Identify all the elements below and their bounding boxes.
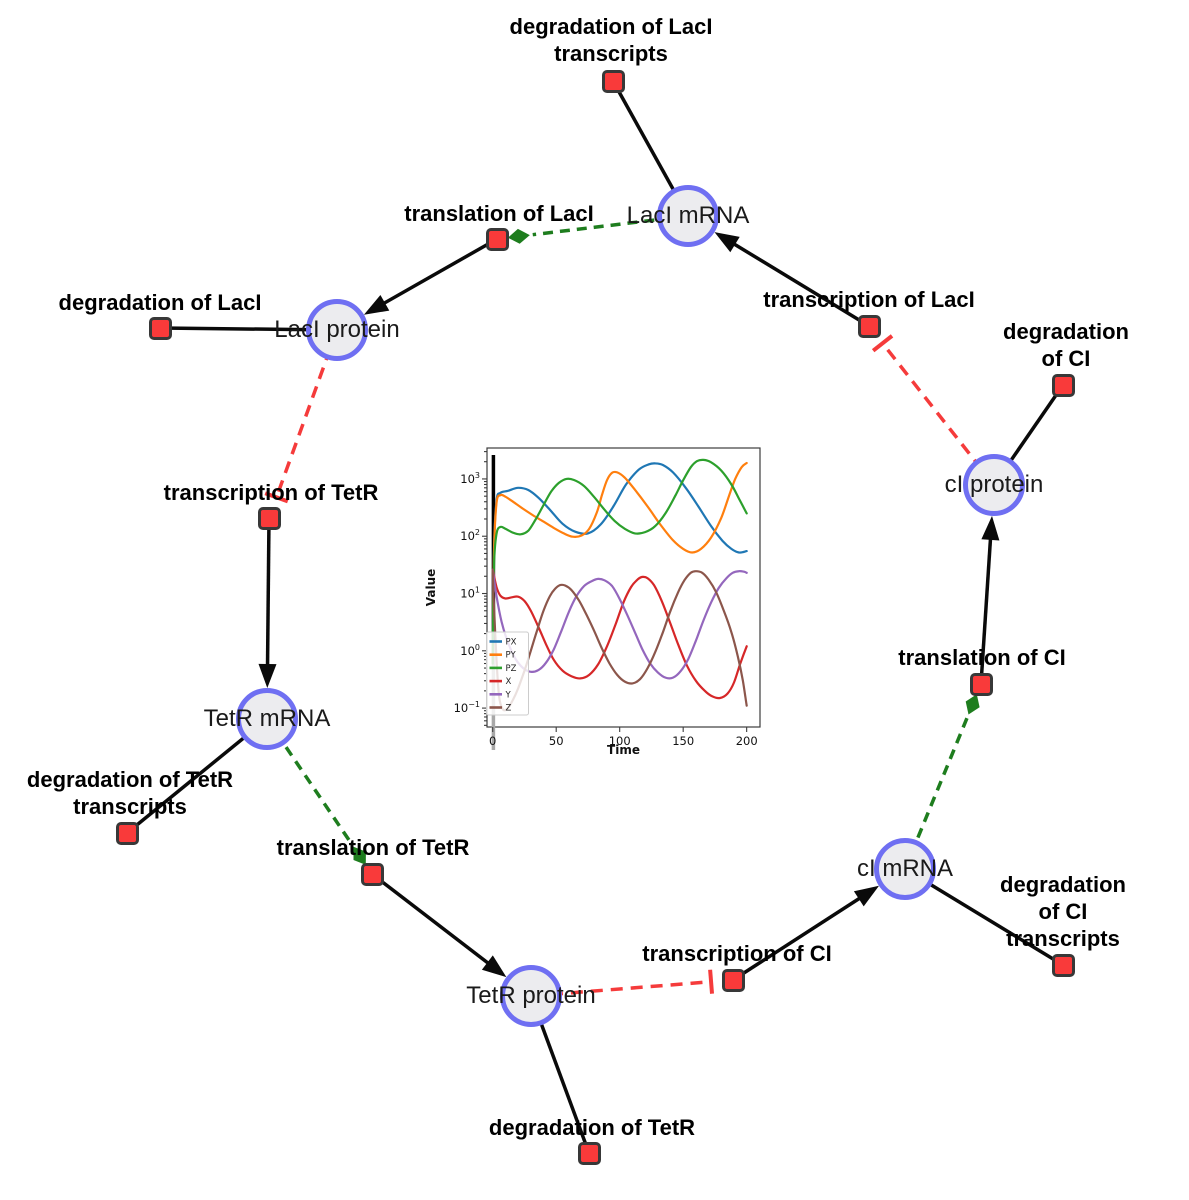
x-tick-label: 100	[609, 734, 631, 748]
arrowhead	[853, 885, 879, 907]
reaction-label-transcription-tetr: transcription of TetR	[163, 480, 379, 505]
arrowhead	[714, 232, 740, 253]
species-node-tetr-mrna[interactable]	[236, 688, 298, 750]
x-tick-label: 150	[672, 734, 694, 748]
reaction-node-transcription-tetr[interactable]	[257, 506, 281, 530]
species-label-laci-protein: LacI protein	[274, 316, 400, 343]
inhibition-tbar-icon	[264, 491, 289, 504]
plot-curve-X	[491, 568, 748, 700]
plot-curve-PY	[491, 461, 748, 665]
species-label-laci-mrna: LacI mRNA	[626, 202, 750, 229]
species-label-ci-protein: cI protein	[944, 471, 1044, 498]
reaction-label-deg-laci-transcripts: degradation of LacI transcripts	[509, 14, 713, 66]
species-node-ci-mrna[interactable]	[874, 838, 936, 900]
reaction-label-translation-laci: translation of LacI	[404, 201, 594, 226]
edge-transcription-ci-ci-mrna	[732, 885, 879, 982]
species-label-tetr-protein: TetR protein	[466, 982, 596, 1009]
legend-label-PZ: PZ	[506, 664, 517, 674]
reaction-node-transcription-laci[interactable]	[857, 314, 881, 338]
plot-legend: PX PY PZ XYZ	[486, 631, 529, 716]
species-node-ci-protein[interactable]	[963, 454, 1025, 516]
legend-label-Y: Y	[505, 690, 512, 700]
inhibition-tbar-icon	[708, 969, 715, 994]
time-series-plot: 0 50 100 150 200 10−1 100 101 102 103 Time Value PX P…	[424, 436, 775, 766]
legend-label-PX: PX	[506, 638, 517, 648]
edge-transcription-laci-laci-mrna	[714, 232, 870, 328]
legend-label-X: X	[506, 677, 512, 687]
reaction-node-deg-laci-transcripts[interactable]	[601, 69, 625, 93]
reaction-node-deg-tetr[interactable]	[577, 1141, 601, 1165]
inhibition-tbar-icon	[871, 334, 894, 353]
x-tick-label: 200	[736, 734, 758, 748]
reaction-node-translation-ci[interactable]	[969, 672, 993, 696]
plot-curve-Y	[491, 568, 748, 680]
reaction-node-deg-ci-transcripts[interactable]	[1051, 953, 1075, 977]
reaction-node-transcription-ci[interactable]	[721, 968, 745, 992]
arrowhead	[481, 955, 507, 978]
reaction-node-translation-laci[interactable]	[485, 227, 509, 251]
legend-label-Z: Z	[506, 704, 512, 714]
plot-curve-PX	[491, 462, 748, 665]
edge-translation-tetr-tetr-protein	[370, 872, 507, 978]
x-axis-label: Time	[607, 743, 640, 757]
reaction-node-deg-laci[interactable]	[148, 316, 172, 340]
y-tick-label: 101	[460, 586, 480, 601]
y-tick-label: 103	[460, 471, 480, 486]
y-tick-label: 102	[460, 528, 480, 543]
reaction-label-deg-laci: degradation of LacI	[58, 290, 262, 315]
reaction-label-translation-ci: translation of CI	[898, 645, 1066, 670]
species-node-laci-protein[interactable]	[306, 299, 368, 361]
catalysis-diamond-icon	[965, 694, 980, 715]
reaction-label-deg-ci: degradation of CI	[1003, 319, 1129, 371]
reaction-label-transcription-laci: transcription of LacI	[763, 287, 975, 312]
species-label-ci-mrna: cI mRNA	[857, 855, 953, 882]
reaction-label-transcription-ci: transcription of CI	[642, 941, 832, 966]
catalysis-diamond-icon	[353, 846, 366, 865]
reaction-node-deg-tetr-transcripts[interactable]	[115, 821, 139, 845]
species-node-laci-mrna[interactable]	[657, 185, 719, 247]
reaction-label-deg-ci-transcripts: degradation of CI transcripts	[1000, 872, 1126, 951]
edge-translation-ci-ci-protein	[979, 515, 1000, 685]
edge-ci-mrna-translation-ci	[903, 694, 980, 870]
reaction-label-deg-tetr-transcripts: degradation of TetR transcripts	[26, 767, 234, 819]
reaction-label-translation-tetr: translation of TetR	[276, 835, 470, 860]
x-tick-label: 0	[489, 734, 496, 748]
species-node-tetr-protein[interactable]	[500, 965, 562, 1027]
plot-curve-PZ	[491, 458, 748, 665]
edge-transcription-tetr-tetr-mrna	[258, 517, 277, 688]
catalysis-diamond-icon	[507, 228, 530, 244]
arrowhead	[258, 663, 277, 688]
plot-svg: 0 50 100 150 20010−1100101102103TimeValuePXP…	[424, 447, 761, 757]
arrowhead	[363, 295, 390, 315]
y-tick-label: 10−1	[454, 700, 480, 715]
y-tick-label: 100	[460, 643, 480, 658]
x-tick-label: 50	[549, 734, 564, 748]
reaction-label-deg-tetr: degradation of TetR	[488, 1115, 696, 1140]
species-label-tetr-mrna: TetR mRNA	[203, 705, 331, 732]
reaction-node-deg-ci[interactable]	[1051, 373, 1075, 397]
y-axis-label: Value	[425, 569, 438, 607]
reaction-node-translation-tetr[interactable]	[360, 862, 384, 886]
arrowhead	[981, 515, 1000, 541]
legend-label-PY: PY	[506, 651, 517, 661]
edge-translation-laci-laci-protein	[363, 237, 498, 315]
